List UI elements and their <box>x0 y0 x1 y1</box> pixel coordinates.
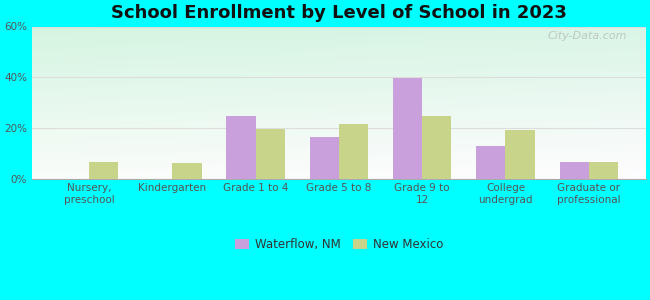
Title: School Enrollment by Level of School in 2023: School Enrollment by Level of School in … <box>111 4 567 22</box>
Bar <box>393 79 422 178</box>
Bar <box>422 116 451 178</box>
Bar <box>339 124 368 178</box>
Bar <box>226 116 255 178</box>
Bar <box>172 164 202 178</box>
Legend: Waterflow, NM, New Mexico: Waterflow, NM, New Mexico <box>230 233 448 256</box>
Bar <box>589 162 618 178</box>
Bar <box>476 146 506 178</box>
Bar <box>560 162 589 178</box>
Bar <box>255 129 285 178</box>
Text: City-Data.com: City-Data.com <box>548 31 627 41</box>
Bar <box>506 130 535 178</box>
Bar <box>310 137 339 178</box>
Bar <box>89 162 118 178</box>
